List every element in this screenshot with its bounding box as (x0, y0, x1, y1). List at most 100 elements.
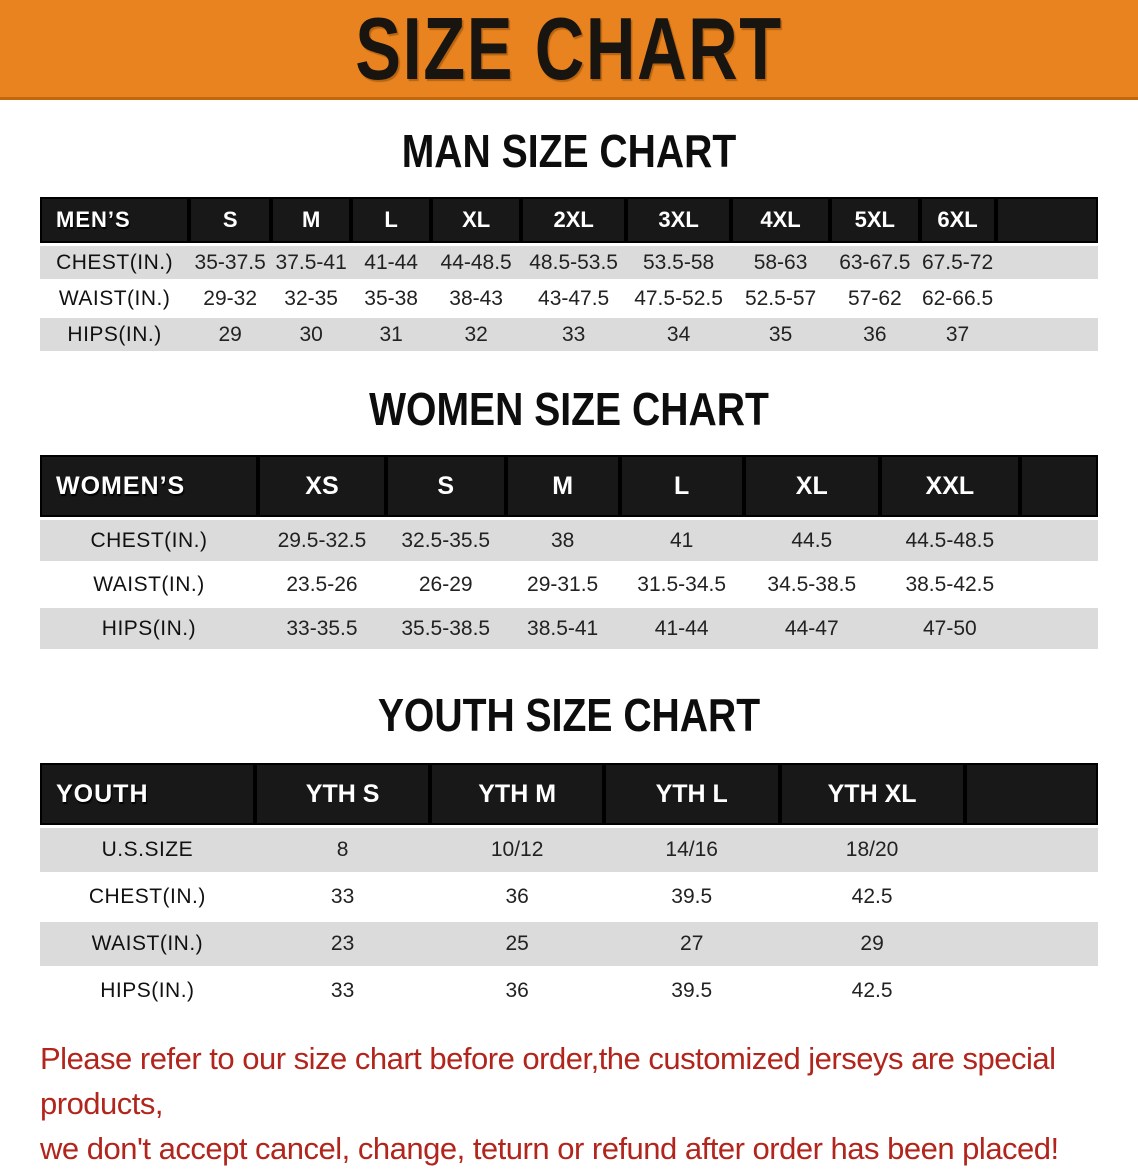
size-value: 47.5-52.5 (626, 282, 732, 315)
size-value: 31.5-34.5 (619, 564, 744, 605)
size-value: 27 (603, 922, 780, 966)
size-value: 52.5-57 (731, 282, 831, 315)
size-value: 35-37.5 (189, 246, 272, 279)
size-value: 67.5-72 (919, 246, 996, 279)
size-value: 38 (505, 520, 620, 561)
size-header: 3XL (626, 197, 732, 243)
men-chest-row: CHEST(IN.) 35-37.5 37.5-41 41-44 44-48.5… (40, 246, 1098, 279)
size-value: 39.5 (603, 969, 780, 1013)
size-header: M (271, 197, 352, 243)
men-waist-row: WAIST(IN.) 29-32 32-35 35-38 38-43 43-47… (40, 282, 1098, 315)
size-header: YTH S (254, 763, 431, 825)
size-value: 37 (919, 318, 996, 351)
size-value: 34 (626, 318, 732, 351)
youth-ussize-row: U.S.SIZE 8 10/12 14/16 18/20 (40, 828, 1098, 872)
men-size-table: MEN’S S M L XL 2XL 3XL 4XL 5XL 6XL CHEST… (40, 194, 1098, 354)
row-filler (1019, 564, 1098, 605)
row-filler (964, 875, 1098, 919)
women-header-row: WOMEN’S XS S M L XL XXL (40, 455, 1098, 517)
women-section-heading: WOMEN SIZE CHART (369, 383, 769, 435)
size-value: 10/12 (430, 828, 604, 872)
size-value: 63-67.5 (830, 246, 920, 279)
size-value: 35 (731, 318, 831, 351)
size-value: 58-63 (731, 246, 831, 279)
size-value: 41-44 (351, 246, 432, 279)
size-value: 62-66.5 (919, 282, 996, 315)
size-value: 43-47.5 (521, 282, 627, 315)
size-value: 23.5-26 (257, 564, 386, 605)
youth-size-table: YOUTH YTH S YTH M YTH L YTH XL U.S.SIZE … (40, 760, 1098, 1016)
size-value: 44.5-48.5 (880, 520, 1020, 561)
size-value: 57-62 (830, 282, 920, 315)
size-value: 32.5-35.5 (385, 520, 506, 561)
size-header: YTH XL (779, 763, 965, 825)
row-filler (964, 828, 1098, 872)
size-value: 38.5-42.5 (880, 564, 1020, 605)
size-chart-banner: SIZE CHART (0, 0, 1138, 100)
size-value: 32 (431, 318, 522, 351)
size-header: 4XL (731, 197, 831, 243)
women-hips-row: HIPS(IN.) 33-35.5 35.5-38.5 38.5-41 41-4… (40, 608, 1098, 649)
size-value: 34.5-38.5 (743, 564, 881, 605)
row-label: WAIST(IN.) (40, 564, 258, 605)
youth-header-row: YOUTH YTH S YTH M YTH L YTH XL (40, 763, 1098, 825)
row-label: U.S.SIZE (40, 828, 255, 872)
size-value: 29 (189, 318, 272, 351)
youth-hips-row: HIPS(IN.) 33 36 39.5 42.5 (40, 969, 1098, 1013)
disclaimer-line1: Please refer to our size chart before or… (40, 1041, 1056, 1121)
size-value: 35.5-38.5 (385, 608, 506, 649)
size-value: 23 (254, 922, 431, 966)
row-filler (995, 246, 1098, 279)
size-value: 35-38 (351, 282, 432, 315)
youth-chest-row: CHEST(IN.) 33 36 39.5 42.5 (40, 875, 1098, 919)
size-value: 30 (271, 318, 352, 351)
size-value: 44-48.5 (431, 246, 522, 279)
size-value: 31 (351, 318, 432, 351)
size-value: 48.5-53.5 (521, 246, 627, 279)
size-header: XXL (880, 455, 1020, 517)
men-group-label: MEN’S (40, 197, 190, 243)
size-value: 32-35 (271, 282, 352, 315)
size-value: 41 (619, 520, 744, 561)
size-value: 41-44 (619, 608, 744, 649)
row-label: CHEST(IN.) (40, 520, 258, 561)
header-filler (964, 763, 1098, 825)
size-header: L (619, 455, 744, 517)
size-value: 36 (430, 875, 604, 919)
size-header: YTH L (603, 763, 780, 825)
size-header: XL (743, 455, 881, 517)
row-label: HIPS(IN.) (40, 608, 258, 649)
size-value: 38.5-41 (505, 608, 620, 649)
size-header: M (505, 455, 620, 517)
size-value: 33 (521, 318, 627, 351)
size-header: 2XL (521, 197, 627, 243)
row-label: CHEST(IN.) (40, 246, 190, 279)
size-value: 33 (254, 875, 431, 919)
men-section-heading: MAN SIZE CHART (401, 125, 737, 177)
size-value: 36 (430, 969, 604, 1013)
header-filler (995, 197, 1098, 243)
size-value: 29-32 (189, 282, 272, 315)
size-value: 44-47 (743, 608, 881, 649)
disclaimer-text: Please refer to our size chart before or… (40, 1036, 1098, 1171)
size-value: 42.5 (779, 875, 965, 919)
size-value: 29.5-32.5 (257, 520, 386, 561)
size-value: 47-50 (880, 608, 1020, 649)
row-filler (1019, 520, 1098, 561)
men-hips-row: HIPS(IN.) 29 30 31 32 33 34 35 36 37 (40, 318, 1098, 351)
size-header: 5XL (830, 197, 920, 243)
women-chest-row: CHEST(IN.) 29.5-32.5 32.5-35.5 38 41 44.… (40, 520, 1098, 561)
size-value: 33-35.5 (257, 608, 386, 649)
size-header: XL (431, 197, 522, 243)
youth-group-label: YOUTH (40, 763, 255, 825)
size-value: 25 (430, 922, 604, 966)
size-header: S (385, 455, 506, 517)
row-label: CHEST(IN.) (40, 875, 255, 919)
size-header: XS (257, 455, 386, 517)
women-size-table: WOMEN’S XS S M L XL XXL CHEST(IN.) 29.5-… (40, 452, 1098, 652)
row-filler (995, 282, 1098, 315)
women-group-label: WOMEN’S (40, 455, 258, 517)
header-filler (1019, 455, 1098, 517)
men-header-row: MEN’S S M L XL 2XL 3XL 4XL 5XL 6XL (40, 197, 1098, 243)
row-label: WAIST(IN.) (40, 282, 190, 315)
